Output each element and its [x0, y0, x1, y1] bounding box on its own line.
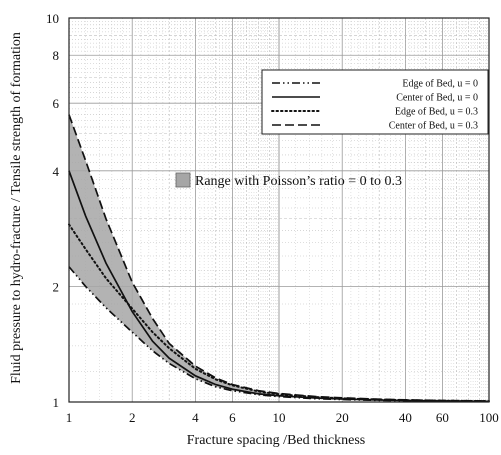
- legend-box: [261, 69, 489, 135]
- legend-label-4: Center of Bed, u = 0.3: [389, 121, 478, 132]
- y-tick-label: 2: [53, 279, 60, 294]
- range-band: [69, 114, 279, 397]
- y-tick-label: 4: [53, 164, 60, 179]
- x-axis-title: Fracture spacing /Bed thickness: [187, 433, 365, 448]
- x-tick-label: 40: [399, 410, 412, 425]
- x-tick-label: 100: [479, 410, 499, 425]
- legend-label-1: Edge of Bed, u = 0: [402, 79, 478, 90]
- series-line-4: [68, 114, 490, 402]
- plot-frame: [68, 17, 490, 403]
- legend-label-2: Center of Bed, u = 0: [396, 93, 478, 104]
- x-tick-label: 10: [273, 410, 286, 425]
- x-axis-ticks: 1 2 4 6 10 20 40 60 100: [66, 410, 499, 425]
- y-axis-title: Fluid pressure to hydro-fracture / Tensi…: [9, 32, 24, 384]
- y-tick-label: 8: [53, 48, 60, 63]
- x-tick-label: 1: [66, 410, 73, 425]
- range-band-area: [69, 114, 279, 397]
- y-tick-label: 6: [53, 96, 60, 111]
- band-annotation: Range with Poisson’s ratio = 0 to 0.3: [175, 172, 402, 189]
- band-label: Range with Poisson’s ratio = 0 to 0.3: [195, 174, 402, 189]
- x-tick-label: 4: [192, 410, 199, 425]
- x-tick-label: 20: [336, 410, 349, 425]
- series-lines: [68, 114, 490, 403]
- y-tick-label: 10: [46, 11, 59, 26]
- legend: Edge of Bed, u = 0 Center of Bed, u = 0 Ed…: [261, 69, 489, 135]
- y-tick-label: 1: [53, 395, 60, 410]
- x-tick-label: 6: [229, 410, 236, 425]
- legend-label-3: Edge of Bed, u = 0.3: [395, 107, 478, 118]
- band-swatch: [175, 172, 191, 188]
- x-tick-label: 60: [436, 410, 449, 425]
- x-tick-label: 2: [129, 410, 136, 425]
- y-axis-ticks: 1 2 4 6 8 10: [46, 11, 60, 410]
